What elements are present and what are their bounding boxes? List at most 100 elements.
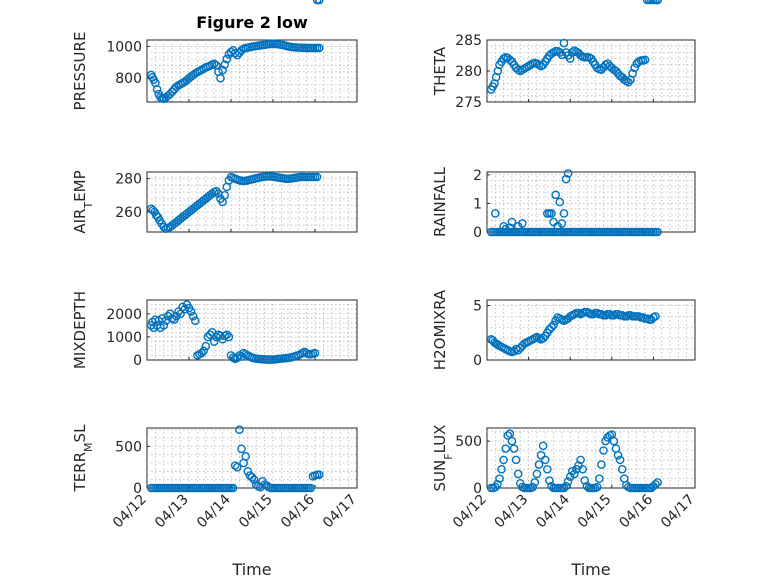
data-point	[615, 455, 625, 465]
data-point	[540, 455, 550, 465]
data-point	[563, 169, 573, 178]
data-point	[501, 224, 511, 234]
data-point	[312, 172, 322, 182]
x-tick-label: 04/13	[492, 492, 532, 532]
data-point	[314, 43, 324, 53]
data-point	[501, 444, 511, 453]
subplot-theta: 275 280 285 THETA	[431, 0, 696, 111]
y-tick-label: 0	[473, 225, 482, 241]
data-point	[505, 429, 515, 438]
y-tick-label: 275	[455, 95, 482, 111]
data-point	[232, 462, 242, 472]
data-point	[218, 65, 227, 75]
data-point	[232, 353, 242, 362]
data-point	[216, 73, 225, 83]
data-point	[511, 455, 521, 465]
data-point	[557, 219, 567, 228]
y-tick-label: 0	[473, 353, 482, 369]
data-point	[310, 348, 320, 358]
data-point	[651, 312, 660, 321]
y-tick-label: 280	[455, 64, 482, 80]
subplot-air-temp: 260 280 AIRTEMP	[71, 0, 358, 234]
y-tick-label: 0	[133, 481, 142, 497]
data-point	[549, 320, 558, 330]
data-point	[651, 479, 660, 489]
data-point	[538, 441, 548, 451]
data-point	[518, 219, 527, 228]
data-point	[493, 479, 502, 489]
data-point	[555, 48, 565, 57]
data-point	[613, 450, 623, 460]
y-tick-label: 285	[455, 33, 482, 49]
x-tick-label: 04/16	[616, 491, 656, 531]
data-point	[563, 477, 573, 486]
y-tick-label: 1000	[106, 39, 142, 55]
data-point	[220, 191, 229, 200]
y-axis-label: PRESSURE	[71, 32, 89, 111]
x-tick-label: 04/15	[575, 492, 615, 532]
y-tick-label: 260	[115, 205, 142, 221]
data-point	[630, 63, 639, 73]
data-point	[513, 469, 523, 479]
data-point	[653, 478, 662, 487]
data-point	[557, 50, 567, 60]
data-point	[207, 189, 217, 198]
data-point	[653, 227, 662, 237]
data-point	[534, 460, 544, 469]
data-point	[538, 333, 548, 343]
y-tick-label: 0	[133, 353, 142, 369]
data-point	[495, 474, 504, 483]
data-point	[561, 174, 571, 184]
y-axis-label: RAINFALL	[431, 166, 449, 237]
y-tick-label: 500	[115, 439, 142, 455]
y-tick-label: 0	[473, 481, 482, 497]
y-axis-label: SUNFLUX	[431, 425, 455, 492]
data-point	[624, 77, 633, 87]
data-point	[592, 482, 602, 492]
subplot-pressure: 800 1000 PRESSURE Figure 2 low	[71, 13, 358, 111]
data-point	[611, 66, 621, 76]
data-point	[201, 341, 211, 351]
y-axis-label: THETA	[431, 46, 449, 96]
data-point	[241, 452, 250, 461]
data-point	[211, 186, 221, 196]
x-tick-label: 04/12	[110, 492, 150, 532]
y-tick-label: 1000	[106, 330, 142, 346]
data-point	[576, 455, 585, 465]
data-point	[167, 87, 177, 96]
data-point	[188, 311, 198, 321]
data-point	[186, 307, 196, 316]
data-point	[507, 217, 517, 227]
data-point	[528, 482, 538, 492]
data-point	[237, 444, 246, 454]
x-axis-label: Time	[570, 560, 610, 579]
data-point	[551, 190, 560, 200]
data-point	[235, 425, 244, 434]
data-point	[578, 464, 587, 474]
data-point	[172, 311, 181, 321]
data-point	[570, 469, 579, 479]
data-point	[547, 209, 556, 218]
data-point	[597, 460, 606, 469]
y-tick-label: 2000	[106, 307, 142, 323]
data-point	[159, 321, 169, 330]
data-point	[190, 316, 200, 326]
y-axis-label: AIRTEMP	[71, 170, 95, 233]
data-point	[509, 444, 519, 453]
data-point	[222, 330, 232, 339]
data-point	[532, 469, 542, 479]
data-point	[628, 69, 637, 78]
x-tick-label: 04/17	[320, 492, 360, 532]
data-point	[530, 478, 540, 487]
subplot-terr-msl: 0 500 04/12 04/13 04/14 04/15 04/16 04/17 Time TE…	[71, 424, 360, 579]
data-point	[199, 346, 208, 356]
subplot-sun-flux: 0 500 04/12 04/13 04/14 04/15 04/16 04/17 Time SU…	[431, 425, 698, 579]
data-point	[152, 84, 162, 94]
x-axis-label: Time	[231, 560, 271, 579]
y-tick-label: 500	[455, 434, 482, 450]
data-point	[561, 481, 571, 491]
data-point	[547, 322, 556, 332]
data-point	[555, 197, 565, 207]
data-point	[222, 54, 232, 64]
y-axis-label: H2OMIXRA	[431, 289, 449, 370]
